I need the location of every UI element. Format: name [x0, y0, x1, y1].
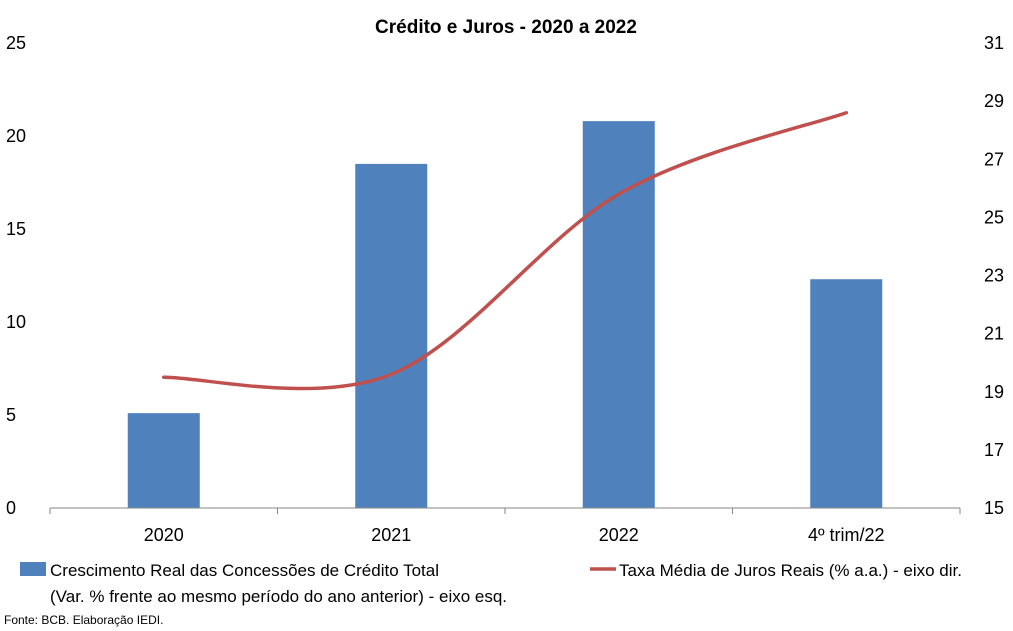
x-tick-label: 4º trim/22	[808, 525, 885, 545]
left-tick-label: 0	[6, 498, 16, 518]
left-tick-label: 5	[6, 405, 16, 425]
legend-swatch-bar	[20, 562, 46, 576]
chart-title: Crédito e Juros - 2020 a 2022	[375, 17, 637, 38]
bar	[355, 163, 428, 508]
left-tick-label: 15	[6, 219, 26, 239]
bar	[810, 279, 883, 508]
legend-label-bar-line2: (Var. % frente ao mesmo período do ano a…	[50, 587, 507, 606]
left-tick-label: 20	[6, 126, 26, 146]
legend-label-bar: Crescimento Real das Concessões de Crédi…	[50, 561, 439, 580]
x-tick-label: 2022	[599, 525, 639, 545]
x-tick-label: 2020	[144, 525, 184, 545]
bar	[582, 121, 655, 509]
right-tick-label: 31	[984, 33, 1004, 53]
right-tick-label: 27	[984, 149, 1004, 169]
right-tick-label: 25	[984, 207, 1004, 227]
bar	[127, 413, 200, 508]
x-axis-ticks	[49, 508, 961, 514]
x-axis-labels: 2020 2021 2022 4º trim/22	[144, 525, 885, 545]
left-tick-label: 10	[6, 312, 26, 332]
right-tick-label: 19	[984, 382, 1004, 402]
right-tick-label: 29	[984, 91, 1004, 111]
x-tick-label: 2021	[371, 525, 411, 545]
right-tick-label: 15	[984, 498, 1004, 518]
source-note: Fonte: BCB. Elaboração IEDI.	[4, 613, 163, 627]
right-tick-label: 17	[984, 440, 1004, 460]
line-series-juros	[162, 111, 848, 391]
legend: Crescimento Real das Concessões de Crédi…	[20, 561, 962, 606]
right-axis-ticks: 15 17 19 21 23 25 27 29 31	[984, 33, 1004, 518]
legend-label-line: Taxa Média de Juros Reais (% a.a.) - eix…	[619, 561, 962, 580]
bar-series	[127, 121, 883, 509]
left-axis-ticks: 0 5 10 15 20 25	[6, 33, 26, 518]
right-tick-label: 21	[984, 324, 1004, 344]
right-tick-label: 23	[984, 266, 1004, 286]
left-tick-label: 25	[6, 33, 26, 53]
